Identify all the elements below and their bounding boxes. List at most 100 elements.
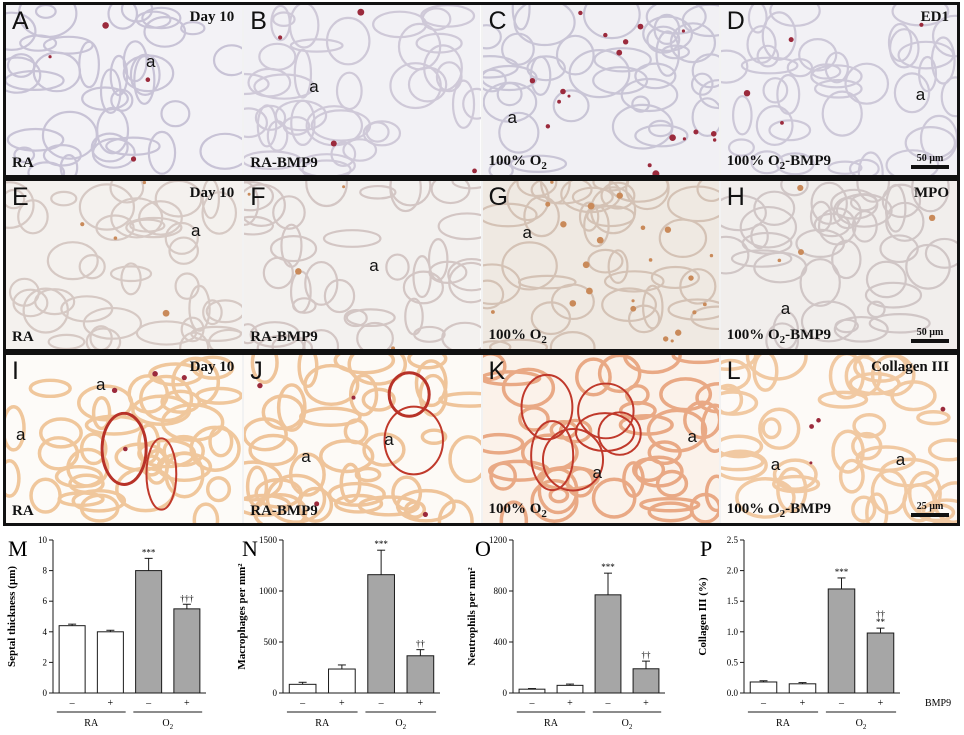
- alveolus-marker: a: [780, 299, 791, 318]
- tissue-texture: [6, 355, 243, 523]
- group-label-ra: RA: [544, 718, 559, 729]
- micrograph-panel-c: C 100% O2 a: [480, 5, 719, 175]
- ed1-row: A RA a Day 10 B RA-BMP9 a C 100% O2 a D 100% O2-BMP…: [3, 2, 960, 178]
- condition-label: 100% O2: [488, 327, 547, 346]
- group-label-o2: O2: [162, 718, 173, 731]
- y-axis-label: Macrophages per mm²: [236, 563, 248, 670]
- tissue-texture: [244, 355, 481, 523]
- group-label-o2: O2: [856, 718, 867, 731]
- panel-letter: J: [250, 357, 263, 385]
- bmp9-sign: +: [800, 698, 806, 709]
- y-tick-label: 1.5: [727, 596, 739, 606]
- bmp9-sign: +: [184, 698, 190, 709]
- tissue-texture: [482, 181, 719, 349]
- bmp9-sign: +: [418, 698, 424, 709]
- bar: [632, 668, 660, 694]
- scale-bar-line: [911, 165, 949, 169]
- condition-label: RA: [12, 155, 34, 171]
- micrograph-panel-f: F RA-BMP9 a: [242, 181, 481, 349]
- o2-subscript: 2: [629, 723, 633, 731]
- bar: [518, 688, 546, 694]
- chart-letter: O: [475, 536, 491, 561]
- micrograph-panel-e: E RA a Day 10: [6, 181, 243, 349]
- scale-bar: 50 µm: [911, 327, 949, 343]
- y-tick-label: 0: [43, 688, 48, 698]
- alveolus-marker: a: [96, 375, 106, 394]
- y-axis-label: Collagen III (%): [697, 577, 709, 656]
- o2-subscript: 2: [863, 723, 867, 731]
- y-tick-label: 800: [494, 586, 508, 596]
- bar: [135, 570, 163, 694]
- bmp9-sign: –: [145, 698, 152, 709]
- group-label-ra: RA: [315, 718, 330, 729]
- chart-letter: N: [242, 536, 258, 561]
- bmp9-sign: –: [838, 698, 845, 709]
- day-label: Day 10: [189, 359, 235, 375]
- condition-label: RA-BMP9: [250, 329, 318, 345]
- tissue-texture: [482, 355, 719, 523]
- bar: [749, 681, 778, 694]
- bmp9-sign: –: [760, 698, 767, 709]
- condition-label: RA: [12, 503, 34, 519]
- scale-bar: 50 µm: [911, 153, 949, 169]
- micrograph-panel-d: D 100% O2-BMP9 a ED1 50 µm: [718, 5, 957, 175]
- bmp9-sign: –: [378, 698, 385, 709]
- bar: [827, 588, 856, 694]
- alveolus-marker: a: [191, 221, 201, 240]
- significance-mark: †††: [180, 593, 194, 603]
- bmp9-sign: –: [69, 698, 76, 709]
- condition-label: 100% O2-BMP9: [726, 153, 831, 172]
- panel-letter: A: [12, 7, 29, 35]
- bmp9-row-label: BMP9: [925, 698, 951, 709]
- alveolus-marker: a: [522, 223, 532, 242]
- tissue-texture: [720, 181, 957, 349]
- significance-mark: ***: [142, 547, 156, 557]
- alveolus-marker: a: [895, 450, 906, 469]
- alveolus-marker: a: [384, 430, 394, 449]
- bmp9-sign: +: [643, 698, 649, 709]
- bmp9-sign: –: [299, 698, 306, 709]
- y-tick-label: 0: [503, 688, 508, 698]
- tissue-texture: [720, 355, 957, 523]
- bar: [288, 683, 317, 694]
- condition-label: RA-BMP9: [250, 503, 318, 519]
- panel-letter: E: [12, 183, 29, 211]
- y-tick-label: 0: [273, 688, 278, 698]
- alveolus-marker: a: [507, 108, 517, 127]
- collagen-row: I RA a a Day 10 J RA-BMP9 a a K 100% O2 a a L 100% O2-…: [3, 352, 960, 526]
- bar: [556, 684, 584, 694]
- y-tick-label: 2: [43, 657, 48, 667]
- bar: [173, 608, 201, 694]
- panel-letter: H: [726, 183, 745, 211]
- micrograph-panel-k: K 100% O2 a a: [480, 355, 719, 523]
- y-tick-label: 2.0: [727, 566, 739, 576]
- tissue-texture: [244, 181, 481, 349]
- micrograph-panel-a: A RA a Day 10: [6, 5, 243, 175]
- alveolus-marker: a: [369, 256, 379, 275]
- condition-label: 100% O2: [488, 501, 547, 520]
- y-tick-label: 1500: [259, 535, 278, 545]
- scale-bar-label: 50 µm: [916, 327, 944, 338]
- bmp9-sign: –: [605, 698, 612, 709]
- panel-letter: D: [726, 7, 745, 35]
- panel-letter: B: [250, 7, 267, 35]
- alveolus-marker: a: [301, 447, 311, 466]
- alveolus-marker: a: [146, 52, 156, 71]
- group-label-ra: RA: [84, 718, 99, 729]
- condition-label: 100% O2: [488, 153, 547, 172]
- significance-mark: ***: [374, 539, 388, 549]
- day-label: Day 10: [189, 9, 235, 25]
- y-axis-label: Neutrophils per mm²: [466, 567, 478, 666]
- panel-letter: F: [250, 183, 266, 211]
- stain-label: MPO: [914, 185, 949, 201]
- stain-label: Collagen III: [871, 359, 949, 375]
- y-tick-label: 4: [43, 627, 48, 637]
- bar: [594, 594, 622, 694]
- stain-label: ED1: [920, 9, 949, 25]
- bmp9-sign: –: [529, 698, 536, 709]
- tissue-texture: [6, 5, 243, 175]
- bar: [96, 631, 124, 694]
- tissue-texture: [720, 5, 957, 175]
- bmp9-sign: +: [108, 698, 114, 709]
- scale-bar-line: [911, 513, 949, 517]
